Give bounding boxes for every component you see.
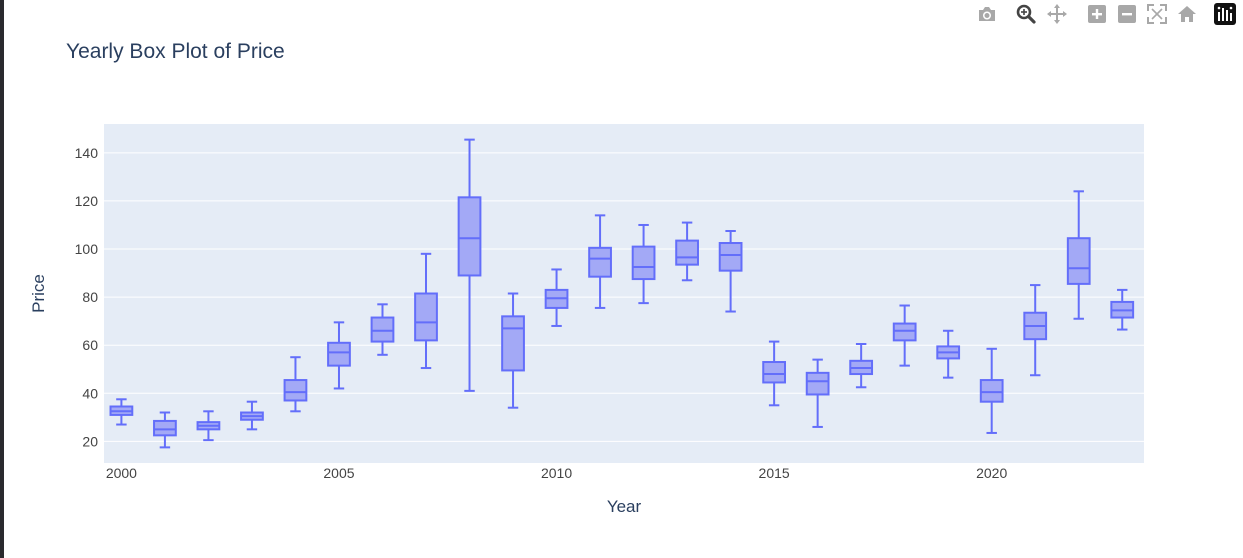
box-2011[interactable] (588, 214, 612, 309)
x-axis-ticks: 2000 2005 2010 2015 2020 (106, 465, 1008, 481)
box-iqr (805, 371, 830, 396)
box-2008[interactable] (457, 138, 482, 392)
box-2003[interactable] (240, 400, 264, 431)
box-iqr (762, 361, 787, 384)
y-tick-label: 120 (75, 193, 99, 209)
x-axis-title: Year (607, 497, 642, 516)
window-edge (0, 0, 4, 558)
zoom-out-icon[interactable] (1116, 3, 1138, 25)
zoom-in-icon[interactable] (1086, 3, 1108, 25)
box-iqr (588, 246, 612, 278)
box-iqr (457, 196, 482, 277)
autoscale-icon[interactable] (1146, 3, 1168, 25)
x-tick-label: 2010 (541, 465, 572, 481)
box-2005[interactable] (327, 321, 351, 390)
plot-area (104, 124, 1144, 463)
box-iqr (675, 239, 699, 266)
x-tick-label: 2000 (106, 465, 137, 481)
zoom-icon[interactable] (1015, 3, 1037, 25)
x-tick-label: 2005 (323, 465, 354, 481)
box-iqr (153, 419, 177, 437)
box-2001[interactable] (153, 411, 177, 449)
box-2013[interactable] (675, 221, 699, 282)
y-tick-label: 20 (82, 433, 98, 449)
box-2022[interactable] (1066, 190, 1091, 320)
box-iqr (414, 292, 438, 342)
box-2016[interactable] (805, 358, 830, 428)
box-iqr (718, 242, 743, 272)
y-axis-ticks: 20 40 60 80 100 120 140 (75, 145, 99, 450)
box-2012[interactable] (631, 223, 656, 305)
modebar (970, 3, 1240, 27)
box-iqr (327, 341, 351, 367)
box-2000[interactable] (109, 398, 134, 426)
box-2019[interactable] (936, 329, 961, 379)
y-tick-label: 60 (82, 337, 98, 353)
box-iqr (501, 315, 525, 372)
box-2020[interactable] (979, 347, 1004, 434)
box-iqr (283, 379, 308, 402)
box-2010[interactable] (544, 268, 569, 327)
chart-title: Yearly Box Plot of Price (66, 40, 285, 63)
box-2023[interactable] (1110, 288, 1135, 331)
x-tick-label: 2015 (759, 465, 790, 481)
home-icon[interactable] (1176, 3, 1198, 25)
y-tick-label: 100 (75, 241, 99, 257)
y-tick-label: 80 (82, 289, 98, 305)
box-2017[interactable] (849, 342, 874, 389)
box-2006[interactable] (370, 303, 395, 356)
grid-lines (104, 152, 1144, 442)
box-2014[interactable] (718, 229, 743, 313)
box-2021[interactable] (1023, 284, 1048, 377)
y-axis-title: Price (29, 274, 48, 313)
box-2004[interactable] (283, 356, 308, 413)
box-iqr (370, 316, 395, 343)
plotly-logo-icon[interactable] (1214, 3, 1236, 25)
y-tick-label: 140 (75, 145, 99, 161)
box-2015[interactable] (762, 340, 787, 407)
box-2002[interactable] (196, 410, 221, 442)
pan-icon[interactable] (1046, 3, 1068, 25)
box-iqr (892, 322, 917, 342)
box-iqr (1066, 237, 1091, 285)
box-series (109, 138, 1135, 449)
x-tick-label: 2020 (976, 465, 1007, 481)
box-iqr (979, 379, 1004, 403)
box-2018[interactable] (892, 304, 917, 367)
box-2007[interactable] (414, 252, 438, 370)
camera-icon[interactable] (976, 3, 998, 25)
box-2009[interactable] (501, 292, 525, 409)
y-tick-label: 40 (82, 385, 98, 401)
box-iqr (631, 245, 656, 281)
